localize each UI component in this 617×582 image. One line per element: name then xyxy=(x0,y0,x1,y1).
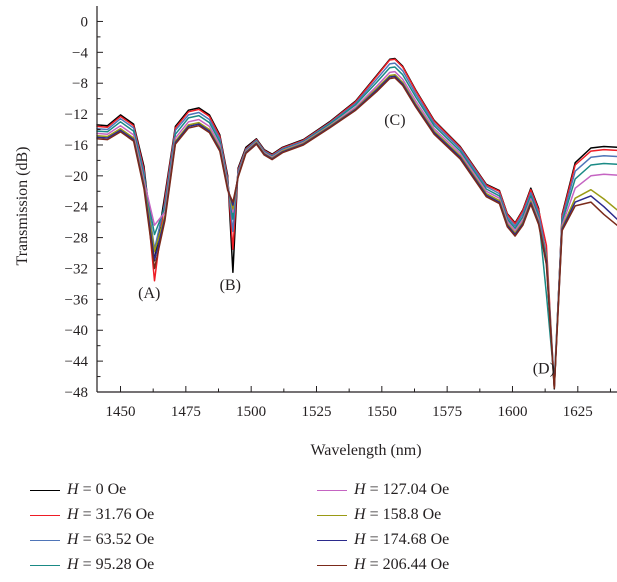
peak-label: (A) xyxy=(138,285,160,302)
x-tick-label: 1525 xyxy=(301,404,331,420)
legend-label: H = 63.52 Oe xyxy=(67,531,155,548)
y-tick-label: −36 xyxy=(65,292,89,308)
x-tick-label: 1500 xyxy=(236,404,266,420)
y-tick-label: −20 xyxy=(65,169,88,185)
legend-label: H = 174.68 Oe xyxy=(354,531,450,548)
y-tick-label: −4 xyxy=(72,45,88,61)
legend-swatch xyxy=(317,514,347,516)
y-tick-label: −24 xyxy=(65,200,89,216)
legend-swatch xyxy=(30,539,60,541)
y-tick-label: −28 xyxy=(65,231,88,247)
axes: 0 −4 −8 −12 −16 −20 −24 −28 −32 −36 −40 −44 −48 1450 1… xyxy=(65,6,617,420)
x-tick-label: 1450 xyxy=(106,404,136,420)
legend-item: H = 95.28 Oe xyxy=(30,553,154,577)
y-axis-title: Transmission (dB) xyxy=(14,147,31,266)
x-axis-title: Wavelength (nm) xyxy=(310,442,421,459)
legend-swatch xyxy=(317,539,347,541)
legend-item: H = 31.76 Oe xyxy=(30,503,154,527)
y-tick-label: −40 xyxy=(65,323,88,339)
series-line-7 xyxy=(96,75,617,388)
y-tick-label: −12 xyxy=(65,107,88,123)
peak-annotations: (A) (B) (C) (D) xyxy=(138,112,555,378)
legend-swatch xyxy=(30,564,60,566)
legend-item: H = 206.44 Oe xyxy=(317,553,449,577)
x-tick-label: 1475 xyxy=(171,404,201,420)
x-tick-label: 1575 xyxy=(432,404,462,420)
x-tick-label: 1625 xyxy=(563,404,593,420)
legend-item: H = 174.68 Oe xyxy=(317,528,449,552)
legend-swatch xyxy=(30,514,60,516)
series-line-5 xyxy=(96,70,617,385)
x-tick-label: 1600 xyxy=(497,404,527,420)
legend-item: H = 63.52 Oe xyxy=(30,528,154,552)
legend-label: H = 206.44 Oe xyxy=(354,556,450,573)
legend-item: H = 127.04 Oe xyxy=(317,478,449,502)
transmission-chart: 0 −4 −8 −12 −16 −20 −24 −28 −32 −36 −40 −44 −48 1450 1… xyxy=(14,6,617,459)
y-tick-label: −8 xyxy=(72,76,88,92)
legend-swatch xyxy=(317,564,347,566)
legend-label: H = 31.76 Oe xyxy=(67,506,155,523)
y-tick-label: −44 xyxy=(65,354,89,370)
legend-swatch xyxy=(30,489,60,491)
series-line-4 xyxy=(96,66,617,382)
legend-label: H = 0 Oe xyxy=(67,481,127,498)
legend-swatch xyxy=(317,489,347,491)
legend-label: H = 127.04 Oe xyxy=(354,481,450,498)
legend-item: H = 0 Oe xyxy=(30,478,126,502)
series-line-2 xyxy=(96,58,617,389)
legend-label: H = 158.8 Oe xyxy=(354,506,442,523)
y-tick-label: −48 xyxy=(65,385,88,401)
legend: H = 0 Oe H = 31.76 Oe H = 63.52 Oe H = 95.2… xyxy=(30,478,590,582)
plot-area xyxy=(96,57,617,390)
peak-label: (B) xyxy=(220,277,241,294)
y-tick-label: −16 xyxy=(65,138,89,154)
series-line-8 xyxy=(96,77,617,389)
peak-label: (C) xyxy=(384,112,405,129)
series-line-3 xyxy=(96,62,617,386)
y-tick-label: −32 xyxy=(65,261,88,277)
x-tick-label: 1550 xyxy=(367,404,397,420)
legend-label: H = 95.28 Oe xyxy=(67,556,155,573)
y-tick-label: 0 xyxy=(81,14,89,30)
peak-label: (D) xyxy=(533,360,555,377)
legend-item: H = 158.8 Oe xyxy=(317,503,441,527)
